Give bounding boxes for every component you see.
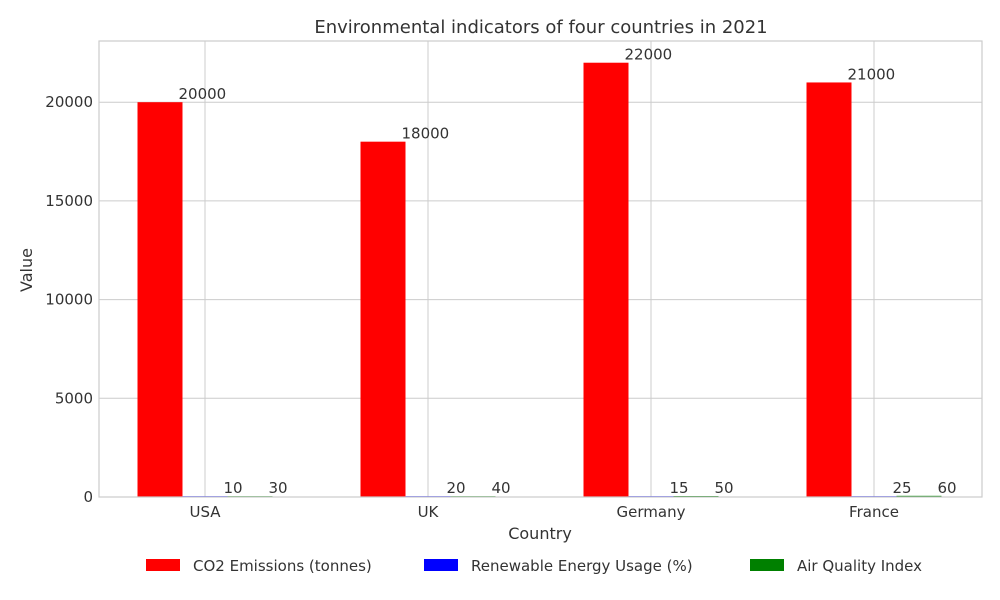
x-tick-label: Germany: [617, 503, 686, 521]
legend-swatch: [146, 559, 180, 571]
x-axis-label: Country: [508, 524, 572, 543]
data-label: 25: [893, 479, 912, 497]
y-axis-label: Value: [17, 248, 36, 292]
ticks: 0 5000 10000 15000 20000 USA UK Germany France: [45, 93, 899, 521]
x-tick-label: UK: [418, 503, 440, 521]
bar: [137, 102, 183, 498]
data-label: 15: [670, 479, 689, 497]
data-label: 18000: [402, 125, 450, 143]
y-tick-label: 0: [83, 488, 93, 506]
bar: [360, 141, 406, 497]
x-tick-label: France: [849, 503, 899, 521]
plot-frame: [98, 40, 983, 498]
chart-title: Environmental indicators of four countri…: [314, 17, 767, 38]
y-tick-label: 15000: [45, 192, 93, 210]
bar: [583, 62, 629, 497]
bar: [806, 82, 852, 498]
data-label: 30: [269, 479, 288, 497]
bars: [137, 62, 942, 498]
data-label: 50: [715, 479, 734, 497]
legend-label: CO2 Emissions (tonnes): [193, 557, 372, 575]
data-label: 60: [938, 479, 957, 497]
grid: [99, 41, 982, 498]
y-tick-label: 20000: [45, 93, 93, 111]
x-tick-label: USA: [189, 503, 221, 521]
data-label: 10: [224, 479, 243, 497]
data-label: 22000: [625, 46, 673, 64]
y-tick-label: 10000: [45, 291, 93, 309]
data-labels: 20000 18000 22000 21000 10 20 15 25 30 40 50 60: [179, 46, 957, 497]
y-tick-label: 5000: [55, 389, 93, 407]
legend-swatch: [750, 559, 784, 571]
legend: CO2 Emissions (tonnes) Renewable Energy U…: [146, 557, 922, 575]
data-label: 21000: [848, 65, 896, 83]
legend-label: Renewable Energy Usage (%): [471, 557, 693, 575]
legend-swatch: [424, 559, 458, 571]
data-label: 40: [492, 479, 511, 497]
legend-label: Air Quality Index: [797, 557, 922, 575]
data-label: 20000: [179, 85, 227, 103]
data-label: 20: [447, 479, 466, 497]
